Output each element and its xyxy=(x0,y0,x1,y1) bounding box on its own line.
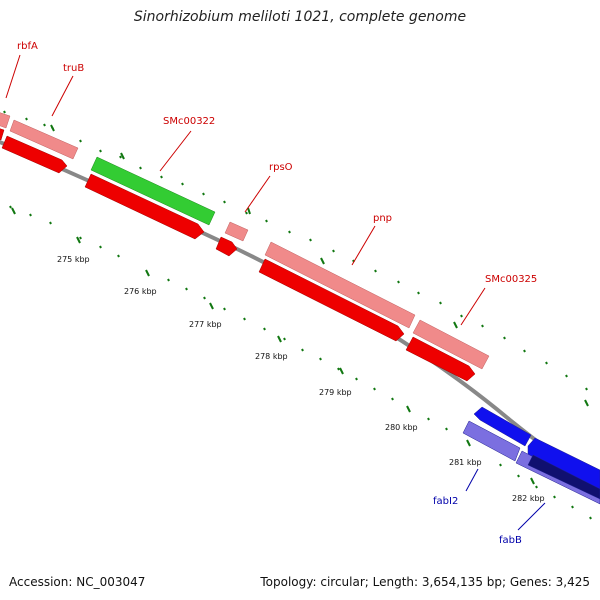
scale-label-277: 277 kbp xyxy=(189,320,222,329)
gene-label-fabI2: fabI2 xyxy=(433,496,458,507)
reverse-label-leaders xyxy=(465,468,546,531)
gene-label-rpsO: rpsO xyxy=(269,162,293,173)
gene-fabB-navy xyxy=(527,454,600,500)
gene-SMc00322-inner xyxy=(84,173,205,240)
scale-label-279: 279 kbp xyxy=(319,388,352,397)
gene-truB-inner xyxy=(1,135,68,174)
gene-fabI2-dark xyxy=(473,406,532,447)
gene-label-SMc00325: SMc00325 xyxy=(485,274,537,285)
gene-pnp-outer xyxy=(264,241,416,329)
scale-label-278: 278 kbp xyxy=(255,352,288,361)
inner-major-ticks xyxy=(11,207,535,485)
gene-label-rbfA: rbfA xyxy=(17,41,38,52)
forward-genes-outer xyxy=(0,112,490,370)
gene-SMc00322-rna xyxy=(90,156,216,226)
outer-tick-row xyxy=(3,110,588,391)
forward-label-leaders xyxy=(5,54,486,326)
forward-genes-inner xyxy=(0,128,476,382)
scale-label-276: 276 kbp xyxy=(124,287,157,296)
gene-rpsO-inner xyxy=(215,236,238,257)
outer-major-ticks xyxy=(50,124,589,407)
gene-rpsO-outer xyxy=(224,221,249,242)
gene-pnp-inner xyxy=(258,258,405,342)
gene-rbfA-outer xyxy=(0,112,11,129)
scale-label-281: 281 kbp xyxy=(449,458,482,467)
gene-rbfA-inner xyxy=(0,128,5,141)
scale-label-280: 280 kbp xyxy=(385,423,418,432)
gene-label-truB: truB xyxy=(63,63,84,74)
gene-truB-outer xyxy=(9,119,79,160)
gene-SMc00325-inner xyxy=(405,336,476,382)
inner-tick-row xyxy=(9,205,592,520)
scale-label-275: 275 kbp xyxy=(57,255,90,264)
map-title: Sinorhizobium meliloti 1021, complete ge… xyxy=(133,9,467,25)
gene-label-SMc00322: SMc00322 xyxy=(163,116,215,127)
scale-label-282: 282 kbp xyxy=(512,494,545,503)
gene-label-fabB: fabB xyxy=(499,535,522,546)
reverse-genes xyxy=(462,406,600,505)
gene-SMc00325-outer xyxy=(412,319,490,370)
gene-label-pnp: pnp xyxy=(373,213,392,224)
gene-fabI2-light xyxy=(462,420,521,462)
genome-summary-text: Topology: circular; Length: 3,654,135 bp… xyxy=(260,575,590,589)
accession-text: Accession: NC_003047 xyxy=(9,575,146,589)
